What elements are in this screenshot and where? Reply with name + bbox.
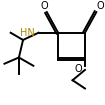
Text: HN: HN	[20, 28, 35, 38]
Text: O: O	[75, 64, 83, 74]
Text: O: O	[41, 1, 49, 11]
Text: O: O	[97, 1, 104, 11]
